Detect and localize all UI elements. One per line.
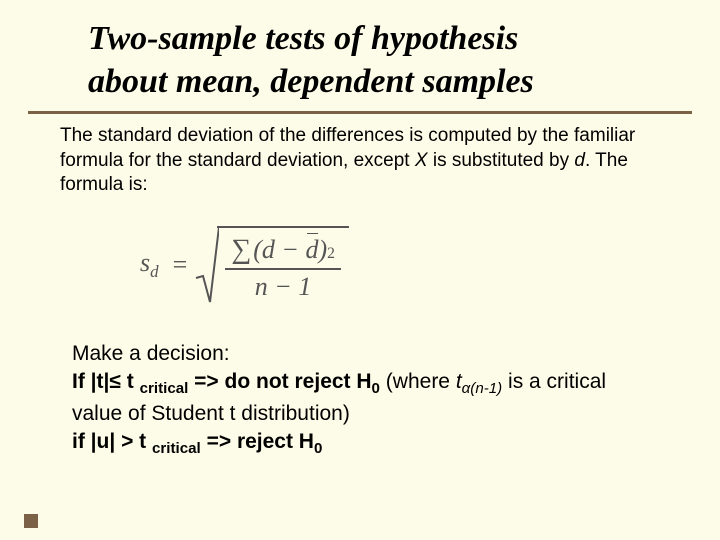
radical-sign (195, 226, 219, 304)
tcrit-sub: critical (140, 381, 189, 398)
h0-sub-1: 0 (372, 381, 380, 398)
leq-symbol: ≤ (109, 370, 121, 393)
paren-group: (d − d) (253, 235, 327, 265)
tcrit-sub-2: critical (152, 441, 201, 458)
alpha-n1: α(n-1) (462, 381, 503, 398)
intro-paragraph: The standard deviation of the difference… (0, 114, 720, 198)
decision-block: Make a decision: If |t|≤ t critical => d… (0, 332, 720, 460)
exponent-2: 2 (327, 245, 335, 263)
denom-one: 1 (298, 272, 311, 301)
decision-line2: If |t|≤ t critical => do not reject H0 (72, 370, 386, 393)
denominator: n − 1 (249, 270, 318, 304)
decision-line3: if |u| > t critical => reject H0 (72, 430, 322, 453)
denom-minus: − (268, 272, 299, 301)
sigma-icon: ∑ (231, 234, 251, 266)
intro-X: X (415, 150, 428, 171)
slide-title: Two-sample tests of hypothesis about mea… (28, 0, 692, 114)
var-d: d (262, 235, 275, 264)
arrow-2: => (201, 430, 237, 453)
decision-heading: Make a decision: (72, 342, 230, 365)
formula-block: sd = ∑ (d − d) 2 n − 1 (0, 198, 720, 332)
minus: − (275, 235, 306, 264)
tcrit-t: t (121, 370, 140, 393)
equals-sign: = (173, 250, 188, 280)
corner-marker-icon (24, 514, 38, 528)
close-paren: ) (318, 235, 327, 264)
lhs-sub: d (150, 262, 158, 281)
title-line-2: about mean, dependent samples (88, 63, 534, 100)
intro-d: d (574, 150, 585, 171)
if-t: If |t| (72, 370, 109, 393)
lhs-base: s (140, 248, 150, 277)
do-not-reject: do not reject H (225, 370, 372, 393)
where-open: (where (386, 370, 456, 393)
var-dbar: d (305, 235, 318, 265)
fraction: ∑ (d − d) 2 n − 1 (225, 232, 341, 304)
intro-mid: is substituted by (428, 150, 575, 171)
radicand: ∑ (d − d) 2 n − 1 (217, 226, 349, 304)
numerator: ∑ (d − d) 2 (225, 232, 341, 268)
formula-lhs: sd (140, 248, 159, 282)
title-line-1: Two-sample tests of hypothesis (88, 20, 518, 57)
h0-sub-2: 0 (314, 441, 322, 458)
denom-n: n (255, 272, 268, 301)
reject: reject H (237, 430, 314, 453)
open-paren: ( (253, 235, 262, 264)
square-root: ∑ (d − d) 2 n − 1 (195, 226, 349, 304)
arrow-1: => (188, 370, 224, 393)
if-u: if |u| > t (72, 430, 152, 453)
